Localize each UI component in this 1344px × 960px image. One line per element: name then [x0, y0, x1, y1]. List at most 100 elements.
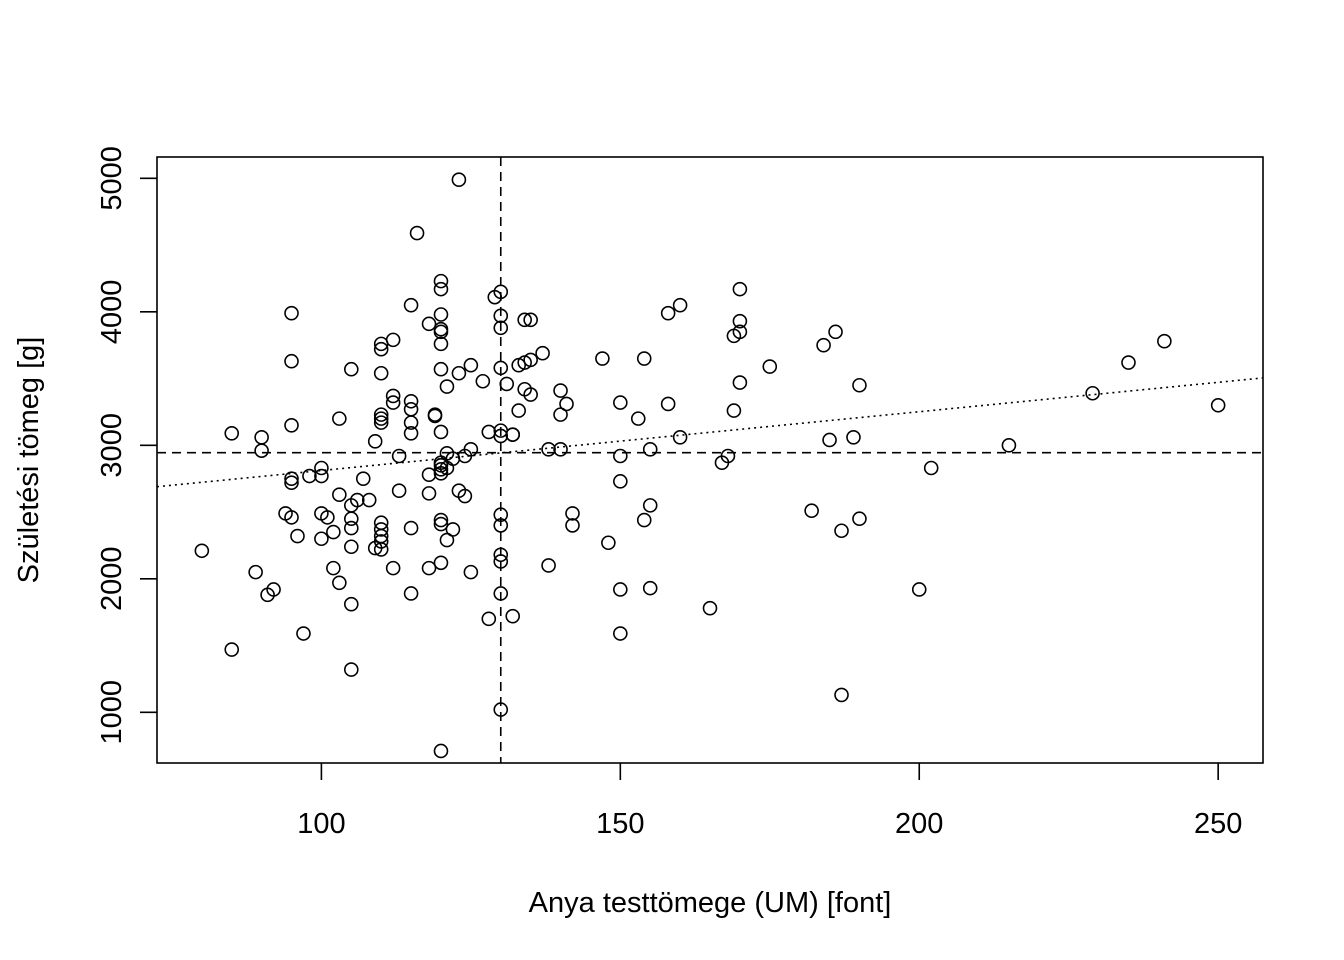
data-point	[505, 427, 521, 442]
data-point	[642, 580, 658, 596]
data-point	[493, 586, 509, 601]
x-tick-label: 150	[596, 808, 644, 840]
data-point	[541, 558, 556, 573]
data-point	[523, 352, 538, 368]
x-tick-label: 250	[1194, 808, 1242, 840]
data-point	[332, 411, 347, 426]
data-points	[194, 172, 1226, 759]
data-point	[702, 600, 718, 616]
data-point	[403, 586, 419, 601]
data-point	[403, 415, 419, 430]
y-axis-label: Születési tömeg [g]	[13, 337, 45, 584]
data-point	[636, 512, 652, 528]
data-point	[391, 483, 407, 499]
data-point	[523, 387, 538, 402]
data-point	[451, 172, 467, 187]
reference-lines	[156, 157, 1264, 763]
data-point	[314, 468, 329, 484]
data-point	[254, 430, 269, 445]
data-point	[553, 407, 568, 422]
data-point	[613, 474, 628, 489]
data-point	[302, 468, 317, 484]
data-point	[1001, 438, 1017, 453]
data-point	[481, 424, 497, 440]
y-tick-label: 2000	[96, 547, 128, 612]
data-point	[475, 373, 491, 389]
data-point	[433, 273, 449, 289]
data-point	[852, 511, 867, 527]
data-point	[314, 460, 329, 476]
data-point	[373, 407, 389, 422]
data-point	[630, 411, 646, 426]
data-point	[266, 582, 281, 597]
data-point	[343, 596, 359, 612]
data-point	[373, 522, 389, 537]
data-point	[433, 462, 449, 477]
data-point	[373, 365, 389, 381]
data-point	[493, 360, 509, 376]
data-point	[732, 313, 748, 329]
data-point	[427, 408, 443, 424]
data-point	[732, 375, 748, 390]
data-point	[636, 351, 652, 366]
data-point	[565, 518, 580, 533]
data-point	[672, 297, 688, 313]
data-point	[595, 351, 610, 366]
data-point	[314, 531, 329, 547]
data-point	[541, 442, 556, 457]
data-point	[493, 554, 509, 569]
data-point	[493, 428, 509, 444]
data-point	[403, 393, 419, 409]
data-point	[296, 626, 311, 641]
data-point	[421, 560, 437, 576]
data-point	[565, 506, 580, 521]
data-point	[224, 426, 240, 441]
data-point	[672, 430, 688, 445]
data-point	[511, 403, 526, 418]
data-point	[493, 702, 509, 717]
data-point	[613, 448, 628, 464]
data-point	[361, 492, 377, 508]
data-point	[493, 547, 509, 563]
data-point	[343, 520, 359, 536]
data-point	[284, 305, 299, 321]
data-point	[660, 396, 676, 412]
plot-frame	[156, 156, 1264, 764]
data-point	[553, 442, 568, 457]
data-point	[403, 297, 419, 313]
data-point	[224, 642, 240, 657]
data-point	[367, 540, 383, 556]
data-point	[493, 320, 509, 336]
data-point	[439, 460, 455, 476]
data-point	[846, 430, 861, 445]
data-point	[481, 611, 497, 627]
y-tick-label: 1000	[96, 680, 128, 745]
data-point	[433, 743, 449, 759]
data-point	[284, 475, 299, 490]
data-point	[535, 345, 550, 361]
data-point	[332, 575, 347, 591]
data-point	[834, 687, 849, 703]
data-point	[284, 417, 299, 433]
data-point	[385, 395, 401, 410]
data-point	[505, 608, 521, 624]
data-point	[726, 403, 742, 418]
data-point	[1085, 385, 1100, 401]
data-point	[433, 424, 449, 440]
data-point	[463, 564, 479, 580]
data-point	[613, 582, 628, 597]
data-point	[1157, 333, 1172, 349]
data-point	[463, 442, 479, 457]
data-point	[373, 415, 389, 430]
data-point	[517, 312, 532, 328]
data-point	[403, 520, 419, 536]
data-point	[433, 336, 449, 352]
data-point	[1210, 397, 1226, 413]
data-point	[828, 324, 843, 340]
data-point	[433, 516, 449, 532]
data-point	[320, 510, 335, 525]
data-point	[284, 353, 299, 369]
data-point	[457, 488, 473, 504]
data-point	[613, 626, 628, 641]
